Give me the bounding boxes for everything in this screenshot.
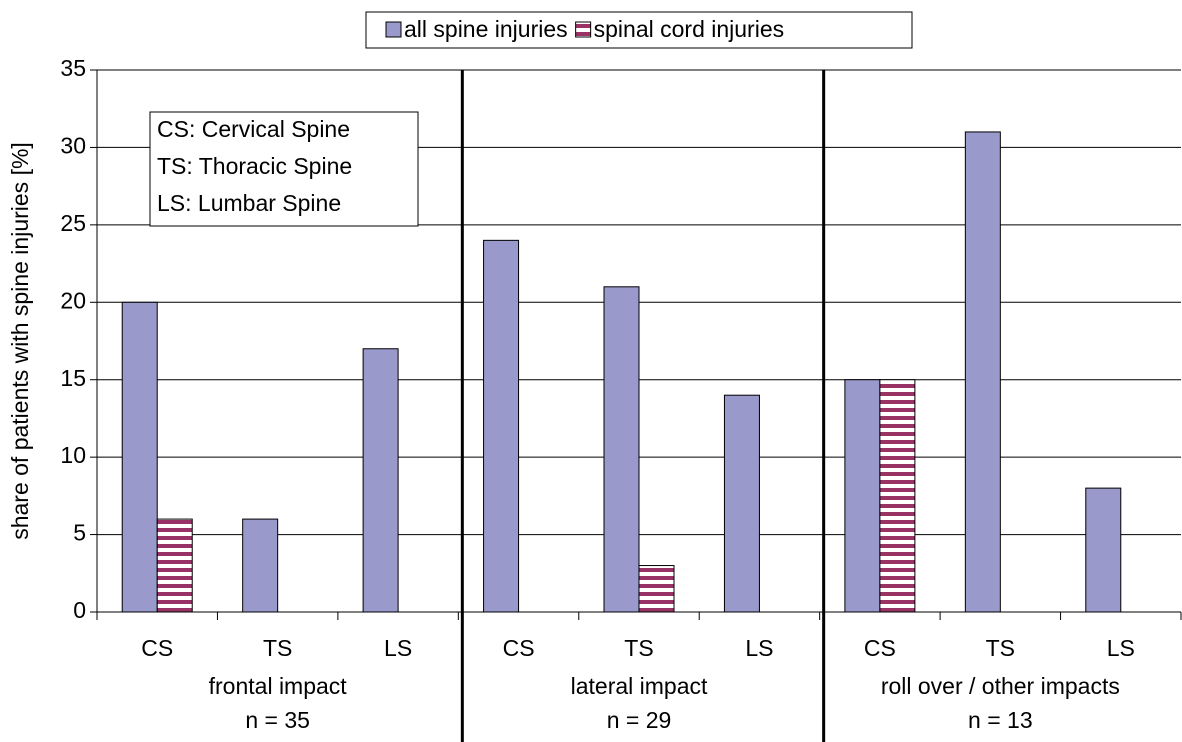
group-label: frontal impact	[209, 673, 348, 699]
bar	[964, 131, 1001, 613]
group-label: lateral impact	[571, 673, 708, 699]
y-tick-label: 20	[60, 287, 86, 313]
y-axis-label: share of patients with spine injuries [%…	[7, 142, 33, 540]
y-tick-label: 30	[60, 133, 86, 159]
x-tick-label: TS	[624, 635, 653, 661]
x-tick-label: LS	[745, 635, 773, 661]
group-n: n = 35	[245, 707, 310, 733]
legend-swatch	[575, 21, 592, 38]
x-tick-label: CS	[141, 635, 173, 661]
legend-box	[365, 11, 913, 49]
bar	[362, 348, 399, 613]
legend-label: spinal cord injuries	[594, 16, 784, 42]
annotation-text: LS: Lumbar Spine	[157, 190, 341, 216]
y-tick-label: 35	[60, 55, 86, 81]
group-n: n = 29	[607, 707, 672, 733]
y-tick-label: 15	[60, 365, 86, 391]
y-tick-label: 5	[73, 520, 86, 546]
group-n: n = 13	[968, 707, 1033, 733]
annotation-box	[149, 111, 419, 227]
x-tick-label: CS	[503, 635, 535, 661]
x-tick-label: CS	[864, 635, 896, 661]
bar	[879, 379, 916, 613]
legend-label: all spine injuries	[404, 16, 568, 42]
x-tick-label: LS	[1107, 635, 1135, 661]
y-tick-label: 0	[73, 597, 86, 623]
y-tick-label: 25	[60, 210, 86, 236]
x-tick-label: TS	[263, 635, 292, 661]
annotation-text: CS: Cervical Spine	[157, 116, 350, 142]
legend-swatch	[385, 21, 402, 38]
x-tick-label: TS	[986, 635, 1015, 661]
bar	[603, 286, 640, 613]
bar	[483, 239, 520, 613]
bar	[156, 518, 193, 613]
bar	[242, 518, 279, 613]
bar	[723, 394, 760, 613]
bar	[844, 379, 881, 613]
bar	[121, 301, 158, 613]
bar	[1085, 487, 1122, 613]
y-tick-label: 10	[60, 442, 86, 468]
annotation-text: TS: Thoracic Spine	[157, 153, 352, 179]
x-tick-label: LS	[384, 635, 412, 661]
bar	[638, 565, 675, 613]
group-label: roll over / other impacts	[881, 673, 1120, 699]
